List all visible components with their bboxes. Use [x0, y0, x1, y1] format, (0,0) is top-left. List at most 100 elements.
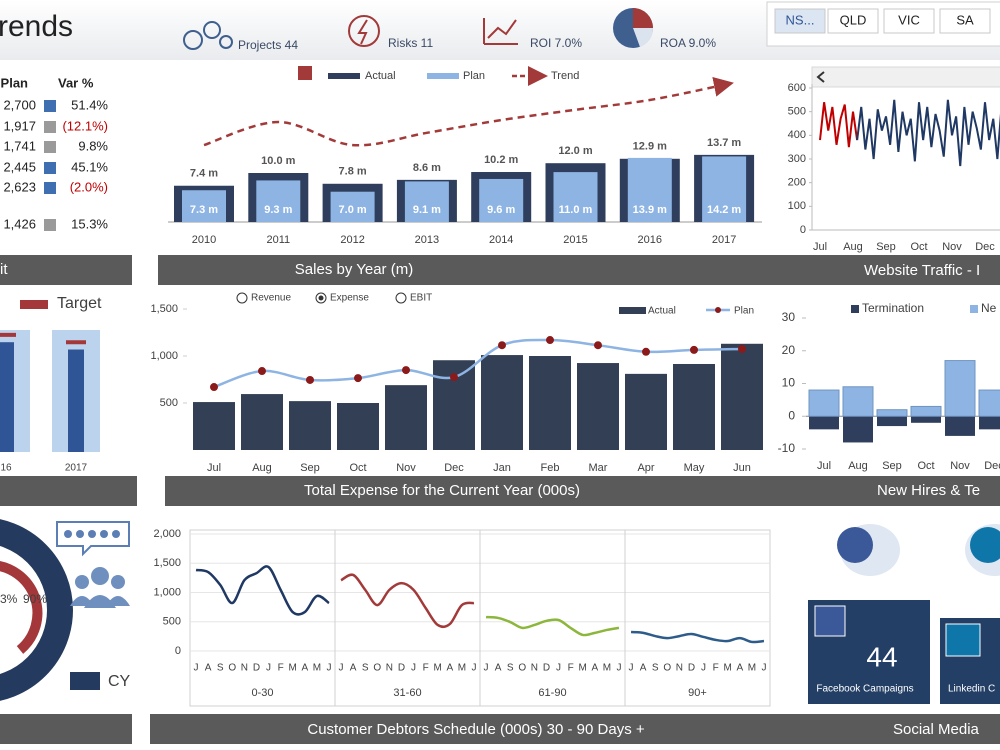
legend-swatch — [20, 300, 48, 309]
x-tick-label: N — [241, 663, 248, 674]
x-tick-label: 16 — [0, 463, 12, 474]
bar — [529, 356, 571, 450]
y-tick-label: 30 — [782, 310, 796, 324]
x-tick-label: 2012 — [340, 234, 364, 246]
x-tick-label: D — [253, 663, 260, 674]
bar — [481, 355, 523, 450]
option-radio[interactable] — [395, 292, 407, 304]
bar — [721, 343, 763, 450]
region-button[interactable] — [827, 8, 879, 34]
legend-label: Plan — [463, 70, 485, 82]
bar — [702, 156, 747, 222]
traffic-line — [856, 99, 1000, 167]
panel-label: 61-90 — [538, 687, 566, 699]
x-tick-label: 2015 — [563, 234, 587, 246]
region-label[interactable]: VIC — [898, 12, 920, 27]
bar — [842, 386, 874, 417]
y-tick-label: 1,500 — [153, 557, 181, 569]
panel-title: Social Media — [893, 721, 980, 738]
y-tick-label: 1,000 — [150, 350, 178, 362]
x-tick-label: Aug — [252, 462, 272, 474]
bar — [911, 416, 941, 423]
var-value: 15.3% — [71, 216, 108, 231]
x-tick-label: Sep — [300, 462, 320, 474]
x-tick-label: Aug — [848, 460, 868, 472]
data-label: 12.9 m — [633, 141, 667, 153]
debtor-line — [195, 565, 330, 616]
bar — [577, 363, 619, 450]
bar — [241, 394, 283, 450]
status-icon — [44, 219, 56, 231]
x-tick-label: A — [350, 663, 357, 674]
x-tick-label: Nov — [396, 462, 416, 474]
x-tick-label: Dec — [975, 241, 995, 253]
x-tick-label: F — [423, 663, 429, 674]
legend-marker — [715, 307, 721, 313]
x-tick-label: F — [568, 663, 574, 674]
data-label: 10.0 m — [261, 155, 295, 167]
x-tick-label: S — [652, 663, 659, 674]
option-radio[interactable] — [236, 292, 248, 304]
debtor-line — [485, 615, 620, 637]
y-tick-label: 400 — [788, 129, 806, 141]
x-tick-label: 2014 — [489, 234, 513, 246]
bar — [877, 416, 907, 427]
region-button[interactable] — [939, 8, 991, 34]
option-label[interactable]: Revenue — [251, 293, 291, 304]
x-tick-label: M — [458, 663, 466, 674]
y-tick-label: 100 — [788, 200, 806, 212]
region-label[interactable]: QLD — [840, 12, 867, 27]
status-icon — [44, 100, 56, 112]
plan-marker — [642, 347, 650, 356]
x-tick-label: A — [446, 663, 453, 674]
x-tick-label: Mar — [589, 462, 608, 474]
debtor-line — [630, 630, 765, 644]
data-label: 12.0 m — [558, 145, 592, 157]
legend-label: Plan — [734, 306, 754, 317]
x-tick-label: M — [748, 663, 756, 674]
debtor-line — [340, 573, 475, 629]
bar — [944, 360, 976, 417]
x-tick-label: S — [507, 663, 514, 674]
x-tick-label: Oct — [910, 241, 927, 253]
option-label[interactable]: EBIT — [410, 293, 432, 304]
legend-swatch — [619, 307, 646, 314]
panel-title: it — [0, 261, 8, 278]
bar — [876, 409, 908, 417]
x-tick-label: J — [339, 663, 344, 674]
scroll-bar — [811, 66, 1000, 88]
bar — [385, 385, 427, 450]
plan-marker — [402, 366, 410, 375]
option-label[interactable]: Expense — [330, 293, 369, 304]
bar — [843, 416, 873, 443]
panel-title: Customer Debtors Schedule (000s) 30 - 90… — [307, 721, 644, 738]
data-label: 8.6 m — [413, 162, 441, 174]
gauge — [0, 519, 130, 701]
region-label[interactable]: NS... — [786, 12, 815, 27]
region-button[interactable] — [883, 8, 935, 34]
x-tick-label: Nov — [942, 241, 962, 253]
x-tick-label: M — [313, 663, 321, 674]
region-button[interactable] — [774, 8, 826, 34]
scroll-button[interactable] — [816, 71, 825, 83]
bar — [68, 349, 84, 452]
x-tick-label: A — [495, 663, 502, 674]
title-bar — [0, 714, 132, 744]
trend-line — [203, 77, 734, 147]
status-icon — [44, 162, 56, 174]
bar — [945, 416, 975, 436]
data-label: 13.9 m — [633, 204, 667, 216]
y-tick-label: 2,000 — [153, 528, 181, 540]
y-tick-label: 1,000 — [153, 586, 181, 598]
y-tick-label: 600 — [788, 82, 806, 94]
x-tick-label: M — [434, 663, 442, 674]
plan-value: 1,426 — [3, 216, 36, 231]
region-label[interactable]: SA — [956, 12, 974, 27]
plan-marker — [498, 341, 506, 350]
plan-marker — [450, 373, 458, 382]
plan-line — [213, 338, 743, 389]
bar — [625, 373, 667, 450]
option-radio-dot[interactable] — [318, 295, 324, 301]
data-label: 7.8 m — [339, 166, 367, 178]
x-tick-label: F — [713, 663, 719, 674]
